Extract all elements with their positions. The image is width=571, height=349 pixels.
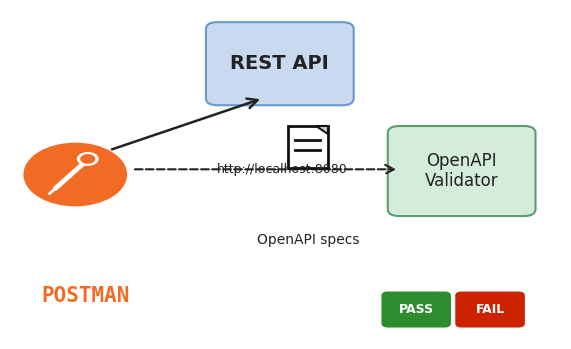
Text: FAIL: FAIL (476, 303, 505, 316)
Circle shape (24, 143, 126, 206)
Text: OpenAPI specs: OpenAPI specs (257, 233, 360, 247)
Text: PASS: PASS (399, 303, 434, 316)
Text: OpenAPI
Validator: OpenAPI Validator (425, 151, 498, 191)
FancyBboxPatch shape (456, 292, 524, 327)
FancyBboxPatch shape (382, 292, 451, 327)
FancyBboxPatch shape (388, 126, 536, 216)
Circle shape (78, 153, 98, 165)
FancyBboxPatch shape (206, 22, 353, 105)
Polygon shape (316, 126, 328, 134)
Text: POSTMAN: POSTMAN (41, 286, 130, 306)
Circle shape (81, 155, 95, 163)
Text: http://localhost:8080: http://localhost:8080 (218, 163, 348, 176)
FancyBboxPatch shape (288, 126, 328, 168)
Text: REST API: REST API (231, 54, 329, 73)
